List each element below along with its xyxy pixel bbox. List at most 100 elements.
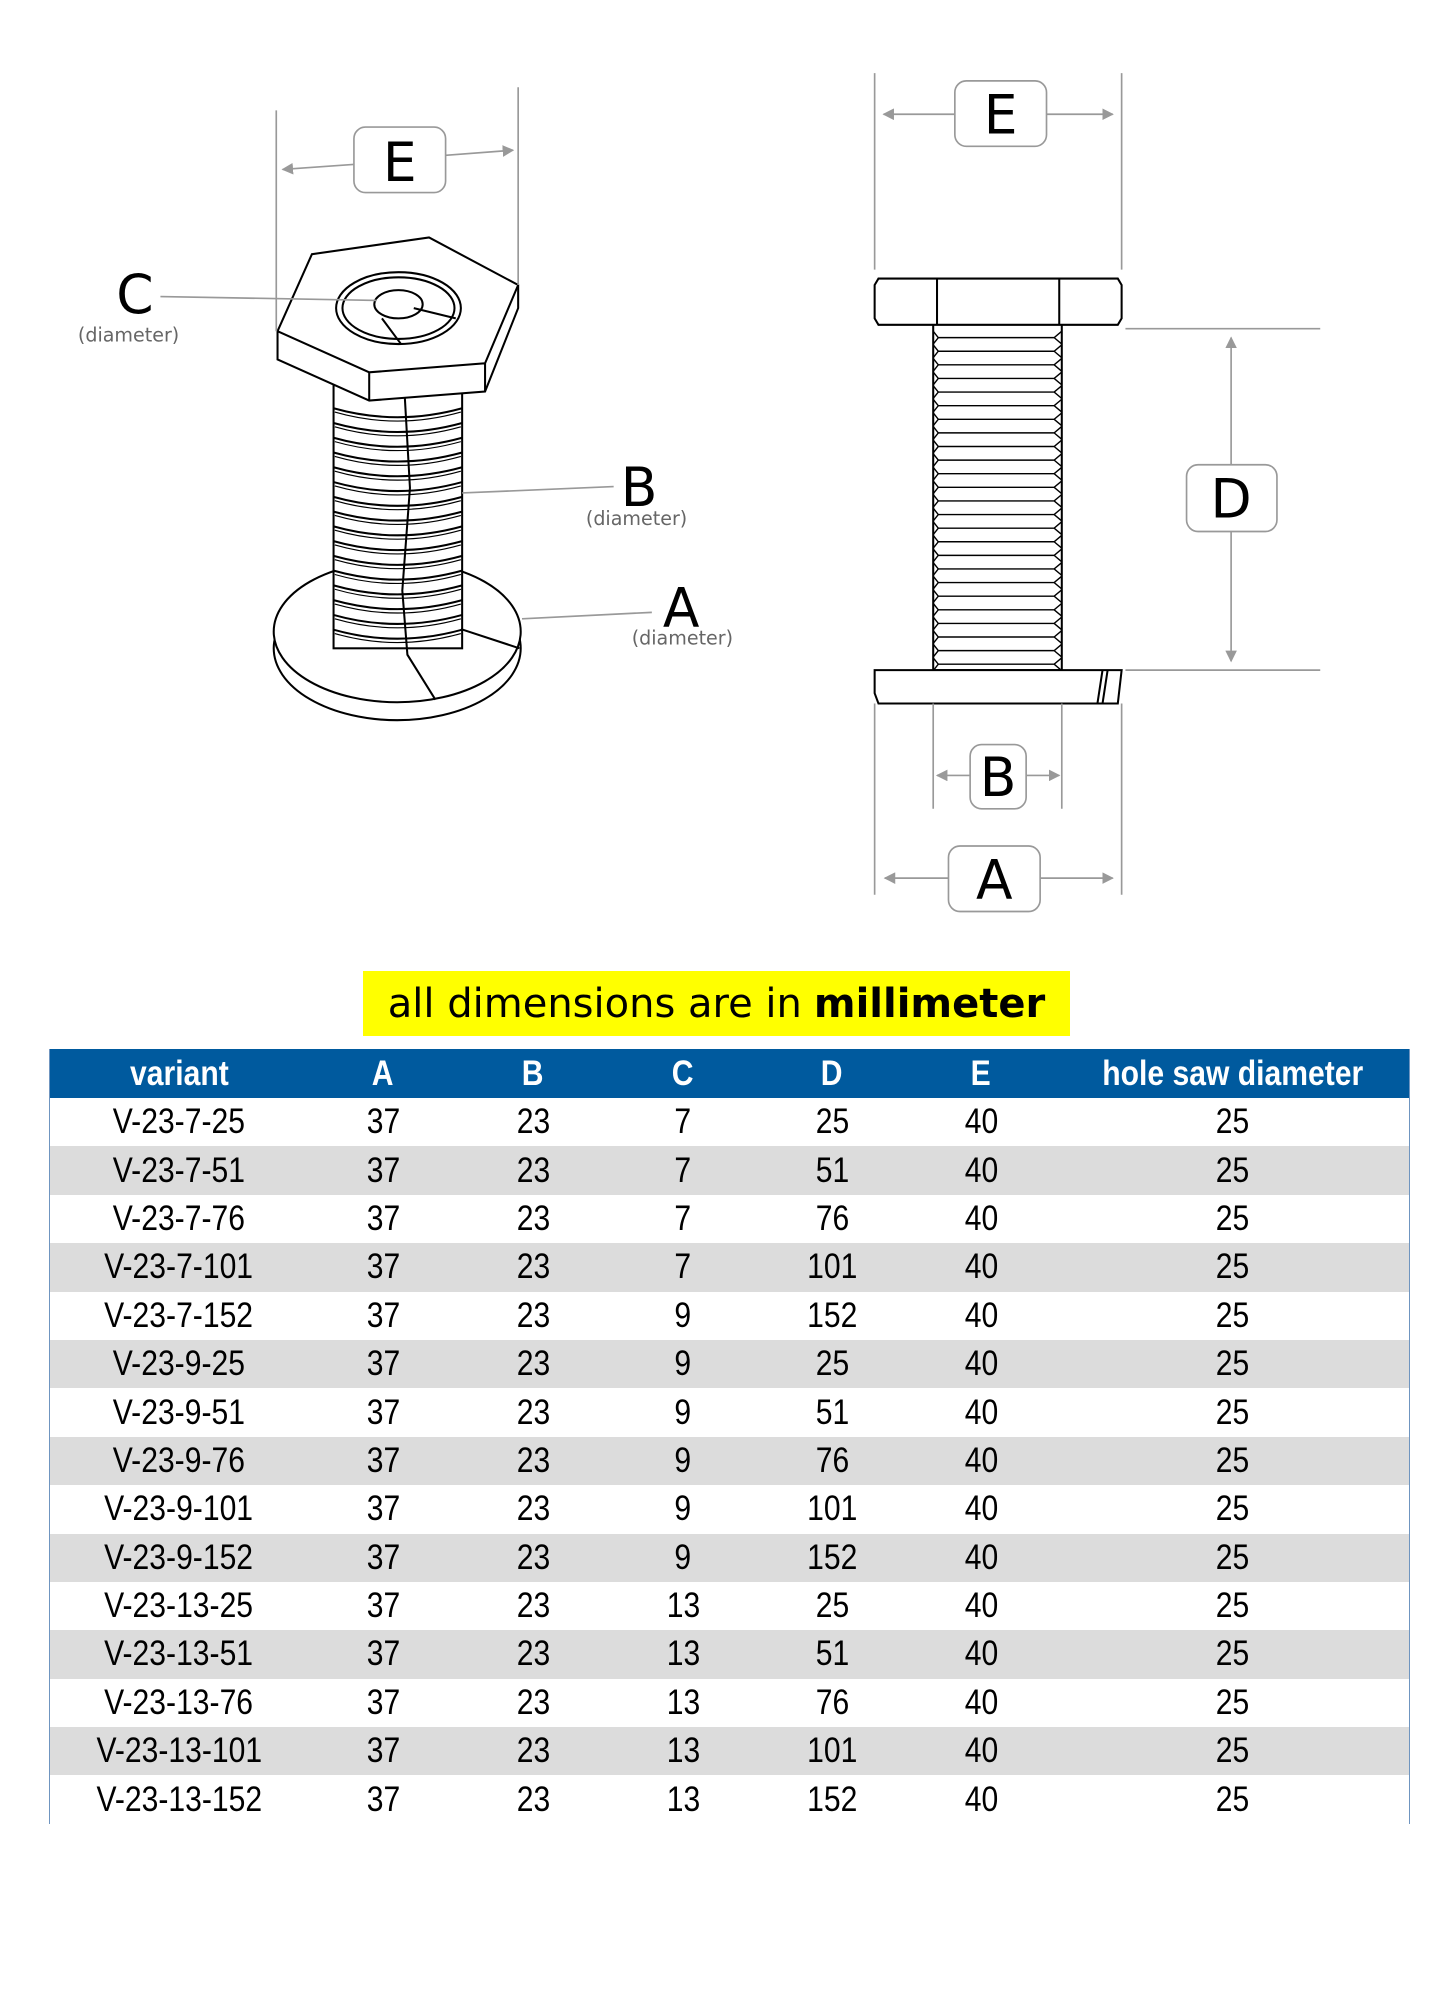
column-header: A [308,1054,458,1094]
table-cell: 25 [1056,1683,1409,1723]
cell-value: V-23-9-101 [104,1489,254,1529]
table-cell: 23 [458,1489,608,1529]
cell-value: 9 [674,1295,692,1335]
table-cell: 40 [906,1247,1056,1287]
cell-value: 25 [1215,1295,1250,1335]
side-bolt-view [873,277,1123,705]
table-row: V-23-9-101 37 23 9 101 40 25 [50,1485,1409,1533]
cell-value: 13 [666,1779,700,1819]
label-c: C [116,263,153,326]
cell-value: 37 [366,1150,400,1190]
cell-value: V-23-13-25 [104,1586,254,1626]
label-e-right: E [984,83,1018,146]
column-header: D [758,1054,906,1094]
column-header-label: B [522,1053,544,1093]
cell-value: 37 [366,1731,400,1771]
cell-value: 37 [366,1779,400,1819]
cell-value: 23 [516,1682,550,1722]
table-cell: 37 [308,1441,458,1481]
table-cell: 9 [608,1489,758,1529]
cell-value: 13 [666,1586,700,1626]
cell-value: 51 [815,1392,849,1432]
table-cell: 25 [1056,1586,1409,1626]
table-cell: 25 [758,1344,906,1384]
label-a-diameter: (diameter) [632,626,733,649]
cell-value: 37 [366,1634,400,1674]
table-cell: 40 [906,1538,1056,1578]
table-cell: 40 [906,1586,1056,1626]
table-cell: 25 [1056,1199,1409,1239]
cell-value: 37 [366,1198,400,1238]
cell-value: 40 [964,1682,998,1722]
cell-value: 40 [964,1731,998,1771]
cell-value: 40 [964,1779,998,1819]
cell-value: 23 [516,1537,550,1577]
table-cell: 40 [906,1102,1056,1142]
table-cell: 25 [1056,1102,1409,1142]
cell-value: 40 [964,1586,998,1626]
units-note: all dimensions are in millimeter [363,971,1070,1036]
table-cell: 40 [906,1296,1056,1336]
cell-value: 7 [674,1150,692,1190]
table-cell: 101 [758,1247,906,1287]
label-e-left: E [383,131,417,194]
table-cell: 9 [608,1296,758,1336]
cell-value: 40 [964,1295,998,1335]
cell-value: 23 [516,1392,550,1432]
cell-value: 23 [516,1295,550,1335]
units-note-prefix: all dimensions are in [387,980,802,1027]
table-cell: 25 [1056,1489,1409,1529]
column-header-label: A [372,1053,394,1093]
cell-value: 76 [815,1682,849,1722]
table-cell: 40 [906,1731,1056,1771]
cell-value: 23 [516,1440,550,1480]
table-cell: V-23-13-25 [50,1586,308,1626]
table-cell: V-23-13-51 [50,1634,308,1674]
table-cell: 37 [308,1344,458,1384]
isometric-bolt-view [272,236,522,722]
cell-value: 23 [516,1344,550,1384]
cell-value: 101 [806,1731,858,1771]
cell-value: 23 [516,1779,550,1819]
table-row: V-23-7-76 37 23 7 76 40 25 [50,1195,1409,1243]
table-row: V-23-9-51 37 23 9 51 40 25 [50,1388,1409,1436]
table-cell: 51 [758,1151,906,1191]
cell-value: V-23-13-152 [96,1779,262,1819]
table-cell: V-23-9-51 [50,1393,308,1433]
cell-value: 25 [1215,1634,1250,1674]
table-row: V-23-7-101 37 23 7 101 40 25 [50,1243,1409,1292]
table-cell: 13 [608,1586,758,1626]
cell-value: 13 [666,1682,700,1722]
table-cell: 25 [1056,1296,1409,1336]
table-cell: 37 [308,1489,458,1529]
table-cell: 25 [1056,1538,1409,1578]
table-cell: 37 [308,1199,458,1239]
cell-value: 37 [366,1102,400,1142]
cell-value: 25 [1215,1150,1250,1190]
table-cell: V-23-9-101 [50,1489,308,1529]
cell-value: 37 [366,1489,400,1529]
table-cell: 23 [458,1199,608,1239]
cell-value: 7 [674,1102,692,1142]
cell-value: 37 [366,1537,400,1577]
cell-value: V-23-9-76 [112,1440,246,1480]
cell-value: 25 [1215,1586,1250,1626]
table-cell: 9 [608,1344,758,1384]
table-cell: V-23-7-51 [50,1151,308,1191]
cell-value: 9 [674,1392,692,1432]
table-cell: 40 [906,1634,1056,1674]
table-cell: 25 [1056,1731,1409,1771]
table-row: V-23-7-152 37 23 9 152 40 25 [50,1292,1409,1340]
table-cell: V-23-13-101 [50,1731,308,1771]
cell-value: 23 [516,1731,550,1771]
table-cell: 25 [1056,1441,1409,1481]
cell-value: 25 [1215,1489,1250,1529]
table-cell: 152 [758,1296,906,1336]
table-cell: 9 [608,1393,758,1433]
table-row: V-23-13-25 37 23 13 25 40 25 [50,1582,1409,1630]
column-header: C [608,1054,758,1094]
table-cell: 76 [758,1683,906,1723]
table-cell: V-23-9-25 [50,1344,308,1384]
table-cell: 13 [608,1780,758,1820]
